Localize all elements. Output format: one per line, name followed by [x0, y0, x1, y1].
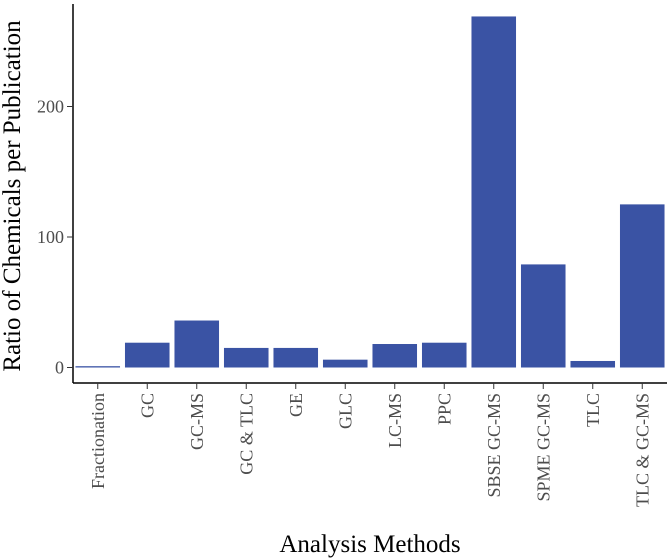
x-ticks-group: Fractionation GC GC-MS GC & TLC GE GLC LC-MS PP…	[88, 383, 652, 507]
y-ticks-group: 0 100 200	[37, 97, 73, 378]
x-tick-label: LC-MS	[385, 393, 405, 448]
bar-lc-ms	[372, 344, 418, 368]
bar-tlc-gc-ms	[619, 204, 665, 368]
bar-gc	[124, 342, 170, 368]
x-tick-label: Fractionation	[88, 393, 108, 489]
bar-fractionation	[75, 366, 121, 368]
y-axis-title: Ratio of Chemicals per Publication	[0, 20, 26, 372]
y-tick-label: 100	[37, 227, 64, 247]
x-tick-label: GC & TLC	[236, 393, 256, 475]
bar-spme-gc-ms	[520, 264, 566, 368]
x-tick-label: GLC	[335, 393, 355, 429]
bar-ppc	[421, 342, 467, 368]
bar-gc-tlc	[223, 347, 269, 368]
x-tick-label: GE	[286, 393, 306, 417]
bar-ge	[273, 347, 319, 368]
bar-gc-ms	[174, 320, 220, 368]
y-tick-label: 200	[37, 97, 64, 117]
x-tick-label: SPME GC-MS	[533, 393, 553, 502]
bar-glc	[322, 359, 368, 368]
x-tick-label: SBSE GC-MS	[484, 393, 504, 498]
x-tick-label: TLC & GC-MS	[632, 393, 652, 507]
x-axis-title: Analysis Methods	[279, 531, 460, 558]
x-tick-label: TLC	[583, 393, 603, 427]
bars-group	[75, 16, 665, 368]
y-tick-label: 0	[55, 358, 64, 378]
bar-sbse-gc-ms	[471, 16, 517, 368]
bar-tlc	[570, 360, 616, 368]
x-tick-label: GC	[137, 393, 157, 418]
x-tick-label: PPC	[434, 393, 454, 425]
x-tick-label: GC-MS	[187, 393, 207, 450]
